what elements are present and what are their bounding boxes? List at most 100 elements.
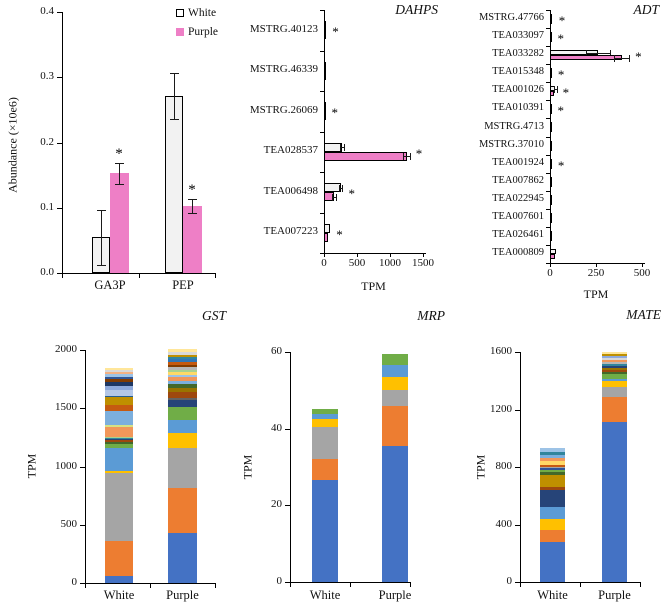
stack-segment [602, 387, 627, 397]
panel-mate-chart: MATE 0 400 800 1200 1600 TPM White Purple [445, 300, 667, 608]
gene-label: TEA007223 [263, 225, 318, 238]
bar-purple [550, 109, 552, 115]
gene-label: TEA001924 [492, 156, 544, 168]
error-cap [338, 184, 340, 192]
row-tick [320, 172, 324, 173]
stack-segment [105, 369, 133, 373]
stack-segment [168, 448, 197, 489]
bar-purple [324, 232, 328, 242]
y-tick-label: 800 [495, 460, 513, 472]
error-cap [614, 54, 616, 62]
stack-segment [168, 391, 197, 398]
stack-segment [105, 396, 133, 398]
chart-title: ADT [633, 2, 659, 17]
legend-item-purple: Purple [176, 22, 218, 41]
y-tick-label: 0.4 [40, 5, 54, 17]
gene-label: TEA006498 [263, 184, 318, 197]
stack-segment [105, 541, 133, 576]
gene-label: TEA001026 [492, 84, 544, 96]
stack-segment [105, 404, 133, 412]
bar-purple [550, 163, 552, 169]
x-tick [580, 582, 581, 587]
x-tick-label: 0 [547, 267, 553, 279]
y-tick [80, 583, 85, 584]
stack-segment [168, 533, 197, 583]
significance-asterisk: * [557, 31, 565, 47]
bar-purple [183, 205, 202, 273]
stack-segment [168, 397, 197, 401]
error-bar [614, 57, 630, 59]
stack-segment [168, 433, 197, 449]
error-bar [338, 187, 343, 189]
error-cap [339, 144, 341, 152]
error-bar [339, 147, 345, 149]
stack-segment [312, 480, 338, 582]
bar-white [550, 194, 552, 200]
stack-segment [168, 488, 197, 534]
panel-gst-chart: GST 0 500 1000 1500 2000 TPM White Purple [0, 300, 230, 608]
stack-segment [540, 472, 565, 476]
bar-white [550, 32, 552, 38]
stack-segment [105, 448, 133, 472]
y-tick [80, 524, 85, 526]
stack-segment [105, 440, 133, 443]
bar-white [550, 14, 552, 20]
x-tick [410, 582, 411, 587]
error-cap [629, 54, 631, 62]
error-bar [585, 52, 610, 54]
stack-segment [168, 406, 197, 420]
y-tick [515, 467, 520, 468]
y-axis-title: TPM [24, 453, 39, 479]
bar-purple [550, 181, 552, 187]
y-tick [57, 273, 62, 274]
panel-abundance-chart: White Purple 0.0 0.1 0.2 0.3 0.4 Abundance (×… [0, 0, 230, 300]
x-tick [138, 273, 140, 278]
stack-segment [105, 427, 133, 437]
y-tick [515, 524, 520, 526]
x-tick-label: 500 [633, 267, 651, 279]
category-label: Purple [166, 588, 199, 602]
y-axis-title: TPM [240, 454, 255, 480]
row-tick [320, 10, 324, 11]
gene-label: TEA026461 [492, 228, 544, 240]
row-tick [546, 226, 550, 228]
x-tick [390, 253, 391, 257]
stack-segment [312, 426, 338, 460]
y-tick-label: 0.1 [40, 200, 54, 213]
y-tick [285, 352, 290, 353]
y-tick [57, 12, 62, 13]
stack-segment [105, 374, 133, 378]
stack-segment [168, 359, 197, 362]
row-tick [320, 212, 324, 214]
stack-segment [168, 387, 197, 392]
legend-label-purple: Purple [188, 25, 219, 38]
stack-segment [105, 411, 133, 425]
gene-label: TEA033282 [492, 48, 544, 60]
stack-segment [168, 400, 197, 407]
bar-purple [550, 235, 552, 241]
legend: White Purple [176, 3, 218, 41]
bar-purple [550, 253, 556, 259]
bar-white [550, 122, 552, 128]
gene-label: TEA007862 [492, 174, 544, 186]
error-cap [403, 153, 405, 161]
row-tick [546, 244, 550, 246]
error-cap [96, 264, 106, 266]
y-tick-label: 1200 [490, 402, 512, 415]
stack-segment [105, 437, 133, 439]
row-tick [546, 64, 550, 66]
x-axis-title: TPM [361, 279, 386, 293]
bar-purple [550, 55, 622, 61]
y-tick-label: 400 [495, 517, 513, 530]
bar-purple [324, 30, 326, 40]
error-cap [409, 153, 411, 161]
row-tick [546, 263, 550, 264]
bar-white [324, 223, 330, 233]
gene-label: MSTRG.46339 [249, 63, 318, 76]
error-cap [169, 73, 179, 75]
y-tick-label: 20 [271, 498, 282, 511]
stack-segment [105, 368, 133, 370]
row-tick [546, 136, 550, 138]
error-cap [553, 85, 555, 93]
stack-segment [602, 380, 627, 388]
